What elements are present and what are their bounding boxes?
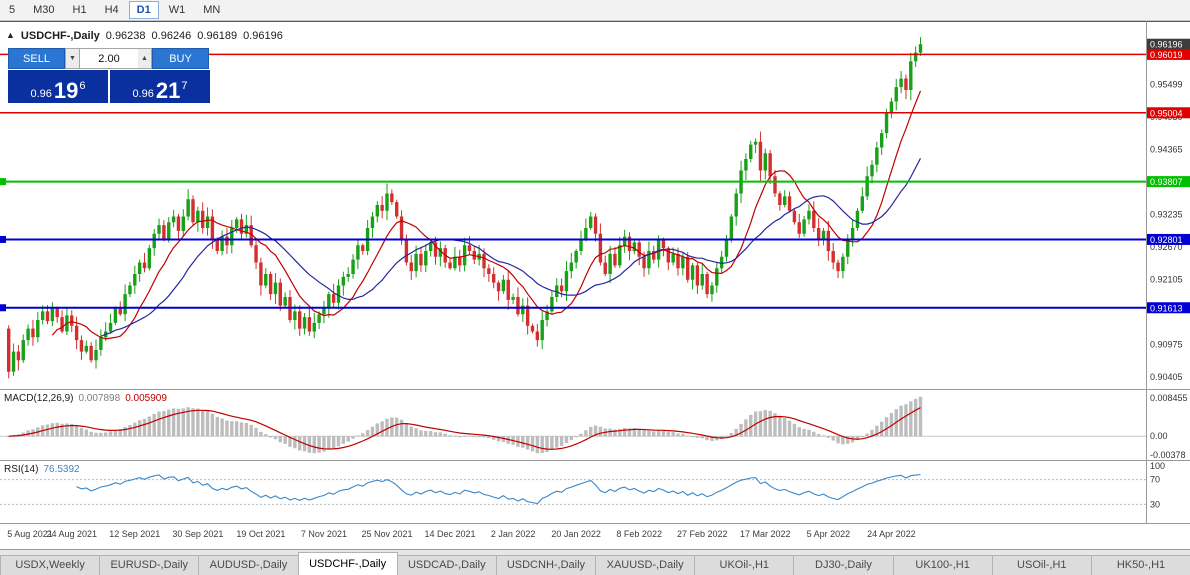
chart-tab-audusd-daily[interactable]: AUDUSD-,Daily [198,555,299,575]
sell-price-point: 6 [79,80,86,92]
svg-text:0.92670: 0.92670 [1150,242,1183,252]
svg-text:0.93807: 0.93807 [1150,177,1183,187]
rsi-pane: 100 70 30 [0,461,1165,509]
svg-text:2 Jan 2022: 2 Jan 2022 [491,529,536,539]
svg-text:0.96019: 0.96019 [1150,50,1183,60]
svg-text:14 Dec 2021: 14 Dec 2021 [425,529,476,539]
chart-tab-usdchf-daily[interactable]: USDCHF-,Daily [297,552,398,575]
candlestick-series [7,37,923,379]
chart-tab-usdcad-daily[interactable]: USDCAD-,Daily [396,555,497,575]
pane-frames [0,21,1190,524]
ohlc-close: 0.96196 [243,30,283,42]
timeframe-mn[interactable]: MN [203,4,221,16]
svg-text:0.93235: 0.93235 [1150,209,1183,219]
sell-price-display[interactable]: 0.96 19 6 [8,70,108,103]
chart-tab-bar: USDX,Weekly EURUSD-,Daily AUDUSD-,Daily USD… [0,549,1190,575]
chart-tab-ukoil-h1[interactable]: UKOil-,H1 [694,555,795,575]
chart-canvas: 0.954990.949300.943650.932350.926700.921… [0,21,1190,549]
ohlc-low: 0.96189 [197,30,238,42]
svg-text:20 Jan 2022: 20 Jan 2022 [551,529,601,539]
svg-text:7 Nov 2021: 7 Nov 2021 [301,529,347,539]
rsi-value: 76.5392 [43,464,80,475]
svg-text:8 Feb 2022: 8 Feb 2022 [616,529,662,539]
svg-text:0.90405: 0.90405 [1150,372,1183,382]
timeframe-5[interactable]: 5 [9,4,16,16]
timeframe-toolbar: 5 M30 H1 H4 D1 W1 MN [0,0,1190,21]
svg-text:12 Sep 2021: 12 Sep 2021 [109,529,160,539]
svg-text:0.92105: 0.92105 [1150,274,1183,284]
buy-price-pips: 21 [155,78,181,103]
svg-text:24 Aug 2021: 24 Aug 2021 [46,529,97,539]
buy-price-prefix: 0.96 [132,88,154,100]
svg-text:0.00: 0.00 [1150,431,1168,441]
timeframe-w1[interactable]: W1 [168,4,186,16]
timeframe-m30[interactable]: M30 [33,4,55,16]
chart-tab-dj30-daily[interactable]: DJ30-,Daily [793,555,894,575]
buy-price-point: 7 [181,80,188,92]
macd-indicator-label: MACD(12,26,9) 0.007898 0.005909 [4,393,167,404]
chart-tab-eurusd-daily[interactable]: EURUSD-,Daily [99,555,200,575]
sell-price-prefix: 0.96 [30,88,52,100]
svg-text:17 Mar 2022: 17 Mar 2022 [740,529,791,539]
buy-button[interactable]: BUY [152,48,209,69]
chart-tab-hk50-h1[interactable]: HK50-,H1 [1090,555,1190,575]
one-click-trading-panel: SELL ▼ 2.00 ▲ BUY 0.96 19 6 0.96 21 7 [8,48,210,103]
sell-price-pips: 19 [53,78,79,103]
svg-text:0.95499: 0.95499 [1150,79,1183,89]
svg-text:100: 100 [1150,461,1165,471]
chart-tab-xauusd-daily[interactable]: XAUUSD-,Daily [595,555,696,575]
buy-price-display[interactable]: 0.96 21 7 [110,70,210,103]
symbol-title: USDCHF-,Daily [20,30,100,42]
sell-button[interactable]: SELL [8,48,65,69]
rsi-indicator-label: RSI(14) 76.5392 [4,464,80,475]
svg-text:0.94365: 0.94365 [1150,145,1183,155]
chart-tab-usoil-h1[interactable]: USOil-,H1 [991,555,1092,575]
svg-text:70: 70 [1150,475,1160,485]
chart-tab-usdcnh-daily[interactable]: USDCNH-,Daily [495,555,597,575]
svg-text:25 Nov 2021: 25 Nov 2021 [361,529,412,539]
timeframe-h1[interactable]: H1 [72,4,87,16]
svg-text:5 Aug 2021: 5 Aug 2021 [7,529,53,539]
macd-name: MACD(12,26,9) [4,393,74,404]
macd-main-value: 0.007898 [78,393,121,404]
svg-text:0.95004: 0.95004 [1150,108,1183,118]
lot-decrease-button[interactable]: ▼ [65,48,80,69]
svg-text:0.92801: 0.92801 [1150,235,1183,245]
svg-text:24 Apr 2022: 24 Apr 2022 [867,529,916,539]
ohlc-open: 0.96238 [105,30,146,42]
rsi-name: RSI(14) [4,464,39,475]
timeframe-h4[interactable]: H4 [104,4,119,16]
collapse-arrow-icon[interactable]: ▲ [6,30,15,40]
chart-tab-usdx-weekly[interactable]: USDX,Weekly [0,555,101,575]
price-axis: 0.954990.949300.943650.932350.926700.921… [1147,38,1190,382]
svg-text:-0.00378: -0.00378 [1150,450,1186,460]
svg-text:0.008455: 0.008455 [1150,393,1188,403]
ohlc-high: 0.96246 [151,30,192,42]
lot-size-input[interactable]: 2.00 [80,48,138,69]
svg-text:27 Feb 2022: 27 Feb 2022 [677,529,728,539]
macd-pane: 0.008455 0.00 -0.00378 [0,393,1188,460]
chart-tab-uk100-h1[interactable]: UK100-,H1 [892,555,993,575]
moving-average-lines [51,90,922,340]
svg-text:19 Oct 2021: 19 Oct 2021 [236,529,285,539]
svg-text:5 Apr 2022: 5 Apr 2022 [807,529,851,539]
chart-ohlc-header: ▲ USDCHF-,Daily 0.96238 0.96246 0.96189 … [6,30,283,42]
svg-text:0.96196: 0.96196 [1150,40,1183,50]
chart-window: 0.954990.949300.943650.932350.926700.921… [0,21,1190,549]
lot-increase-button[interactable]: ▲ [138,48,152,69]
svg-text:30: 30 [1150,499,1160,509]
svg-text:30 Sep 2021: 30 Sep 2021 [172,529,223,539]
svg-text:0.90975: 0.90975 [1150,339,1183,349]
macd-signal-value: 0.005909 [125,393,167,404]
timeframe-d1[interactable]: D1 [128,1,159,19]
svg-text:0.91613: 0.91613 [1150,303,1183,313]
